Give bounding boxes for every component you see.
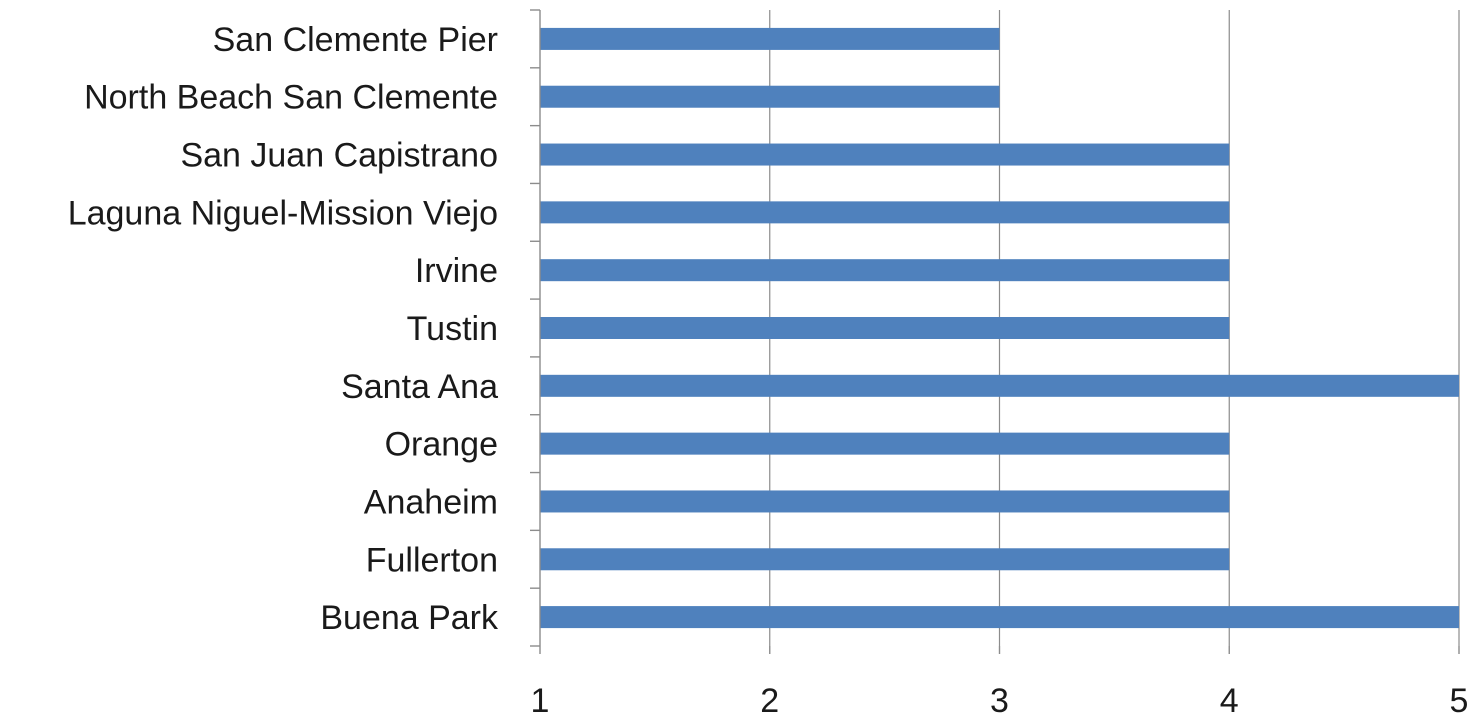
x-tick-label-1: 1: [531, 682, 550, 720]
axes: [530, 9, 1460, 654]
x-tick-labels: 1 2 3 4 5: [531, 682, 1469, 720]
category-label: Orange: [385, 426, 498, 464]
bar-fullerton: [540, 548, 1230, 571]
category-label: Fullerton: [366, 541, 498, 579]
bar-santa-ana: [540, 374, 1459, 397]
category-label: Irvine: [415, 252, 498, 290]
x-tick-label-5: 5: [1450, 682, 1469, 720]
category-label: San Juan Capistrano: [180, 137, 498, 175]
category-label: Anaheim: [364, 483, 498, 521]
category-label: Buena Park: [320, 599, 499, 637]
bar-orange: [540, 432, 1230, 455]
category-label: Santa Ana: [341, 368, 498, 406]
bar-irvine: [540, 259, 1230, 282]
bar-san-juan-capistrano: [540, 143, 1230, 166]
bars: [540, 27, 1459, 629]
x-tick-label-4: 4: [1220, 682, 1239, 720]
bar-buena-park: [540, 606, 1459, 629]
category-label: Laguna Niguel-Mission Viejo: [68, 194, 498, 232]
bar-laguna-niguel-mission-viejo: [540, 201, 1230, 224]
category-labels: San Clemente Pier North Beach San Clement…: [68, 21, 499, 637]
x-tick-label-3: 3: [990, 682, 1009, 720]
bar-san-clemente-pier: [540, 27, 1000, 50]
category-label: San Clemente Pier: [213, 21, 498, 59]
x-tick-label-2: 2: [760, 682, 779, 720]
category-label: Tustin: [407, 310, 498, 348]
category-label: North Beach San Clemente: [84, 79, 498, 117]
bar-anaheim: [540, 490, 1230, 513]
bar-north-beach-san-clemente: [540, 85, 1000, 108]
bar-tustin: [540, 317, 1230, 339]
